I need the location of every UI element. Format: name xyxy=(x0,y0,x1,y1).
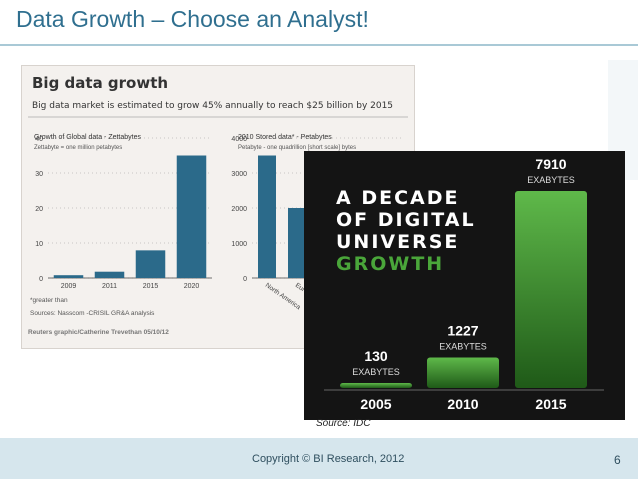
idc-year-label: 2010 xyxy=(447,396,478,412)
idc-graphic: A DECADE OF DIGITAL UNIVERSE GROWTH 130 EXABY… xyxy=(304,151,625,420)
idc-unit-label: EXABYTES xyxy=(352,367,400,377)
chart-global-data: Growth of Global data - Zettabytes Zettab… xyxy=(34,134,212,290)
x-tick-label: 2020 xyxy=(184,283,200,290)
y-tick-label: 1000 xyxy=(231,241,247,248)
footer-bar: Copyright © BI Research, 2012 6 xyxy=(0,438,638,479)
idc-value-label: 7910 xyxy=(535,156,566,172)
idc-title-line: A DECADE xyxy=(336,187,459,209)
chart-title-2: 2010 Stored data* - Petabytes xyxy=(238,134,332,141)
idc-bar xyxy=(515,191,587,388)
bar xyxy=(258,155,276,278)
idc-title-line: UNIVERSE xyxy=(336,231,459,253)
idc-value-label: 1227 xyxy=(447,322,478,338)
bar xyxy=(94,271,125,278)
y-tick-label: 3000 xyxy=(231,171,247,178)
chart-subtitle-2: Petabyte - one quadrillion [short scale]… xyxy=(238,145,356,151)
x-tick-label: 2015 xyxy=(143,283,159,290)
y-tick-label: 2000 xyxy=(231,206,247,213)
idc-value-label: 130 xyxy=(364,348,388,364)
reuters-heading: Big data growth xyxy=(32,74,168,92)
slide-title: Data Growth – Choose an Analyst! xyxy=(16,6,369,32)
y-tick-label: 10 xyxy=(35,241,43,248)
page-number: 6 xyxy=(614,453,621,467)
idc-unit-label: EXABYTES xyxy=(439,341,487,351)
reuters-note: *greater than xyxy=(30,297,68,304)
idc-unit-label: EXABYTES xyxy=(527,175,575,185)
y-tick-label: 0 xyxy=(243,276,247,283)
y-tick-label: 40 xyxy=(35,136,43,143)
y-tick-label: 20 xyxy=(35,206,43,213)
bar xyxy=(288,208,306,278)
x-tick-label: 2009 xyxy=(61,283,77,290)
reuters-credit: Reuters graphic/Catherine Trevethan 05/1… xyxy=(28,329,169,336)
idc-title-line: OF DIGITAL xyxy=(336,209,476,231)
bar xyxy=(53,275,84,278)
bar xyxy=(135,250,166,278)
idc-bar xyxy=(427,357,499,388)
chart-subtitle-1: Zettabyte = one million petabytes xyxy=(34,145,122,151)
x-tick-label: 2011 xyxy=(102,283,117,290)
reuters-subheading: Big data market is estimated to grow 45%… xyxy=(32,101,393,111)
idc-year-label: 2015 xyxy=(535,396,566,412)
y-tick-label: 30 xyxy=(35,171,43,178)
source-idc: Source: IDC xyxy=(316,418,371,429)
idc-year-label: 2005 xyxy=(360,396,391,412)
title-divider xyxy=(0,44,638,46)
idc-title-line: GROWTH xyxy=(336,253,444,275)
footer-copyright: Copyright © BI Research, 2012 xyxy=(252,453,405,465)
idc-bar xyxy=(340,383,412,388)
y-tick-label: 4000 xyxy=(231,136,247,143)
bar xyxy=(176,155,207,278)
y-tick-label: 0 xyxy=(39,276,43,283)
chart-title-1: Growth of Global data - Zettabytes xyxy=(34,134,141,141)
reuters-sources: Sources: Nasscom -CRISIL GR&A analysis xyxy=(30,310,155,317)
